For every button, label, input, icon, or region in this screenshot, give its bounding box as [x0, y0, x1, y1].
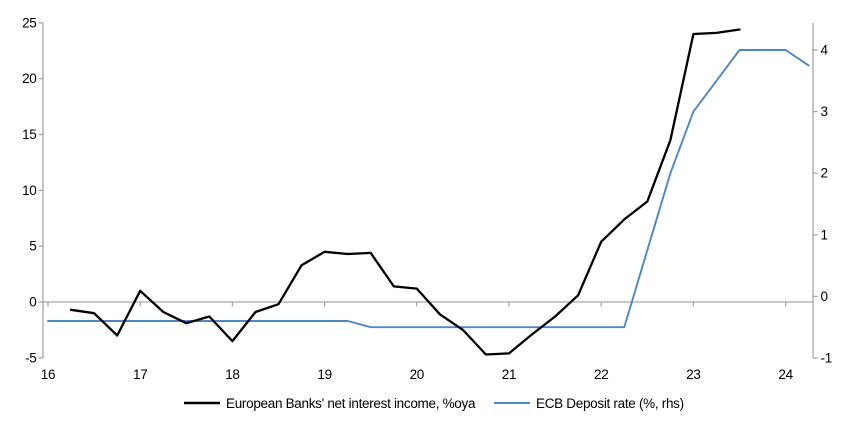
- left-axis-tick-label: 15: [22, 127, 36, 142]
- data-series: [47, 28, 810, 356]
- x-axis-tick-label: 18: [225, 367, 239, 382]
- right-axis-tick-label: 4: [821, 43, 829, 58]
- x-axis-tick-label: 22: [594, 367, 608, 382]
- x-axis-tick-label: 19: [317, 367, 331, 382]
- x-axis-tick-label: 20: [410, 367, 424, 382]
- left-axis-tick-label: 0: [29, 295, 36, 310]
- axis-ticks: [38, 22, 818, 359]
- series-line-net-interest-income: [69, 28, 741, 356]
- right-axis-tick-label: 2: [821, 166, 828, 181]
- x-axis-tick-label: 21: [502, 367, 516, 382]
- chart-legend: European Banks' net interest income, %oy…: [184, 396, 684, 411]
- right-axis-tick-label: 1: [821, 227, 828, 242]
- legend-label-net-interest-income: European Banks' net interest income, %oy…: [226, 396, 476, 411]
- left-axis-tick-label: 10: [22, 183, 36, 198]
- x-axis-tick-label: 23: [686, 367, 700, 382]
- left-axis-tick-label: 25: [22, 15, 36, 30]
- left-axis-tick-label: -5: [25, 350, 36, 365]
- series-line-ecb-deposit-rate: [47, 49, 810, 329]
- x-axis-tick-label: 24: [778, 367, 793, 382]
- x-axis-tick-label: 17: [133, 367, 147, 382]
- legend-label-ecb-deposit-rate: ECB Deposit rate (%, rhs): [536, 396, 684, 411]
- left-axis-tick-label: 5: [29, 239, 36, 254]
- right-axis-tick-label: -1: [821, 351, 832, 366]
- right-axis-tick-label: 0: [821, 289, 828, 304]
- right-axis-tick-label: 3: [821, 104, 828, 119]
- x-axis-tick-label: 16: [41, 367, 55, 382]
- left-axis-tick-label: 20: [22, 71, 36, 86]
